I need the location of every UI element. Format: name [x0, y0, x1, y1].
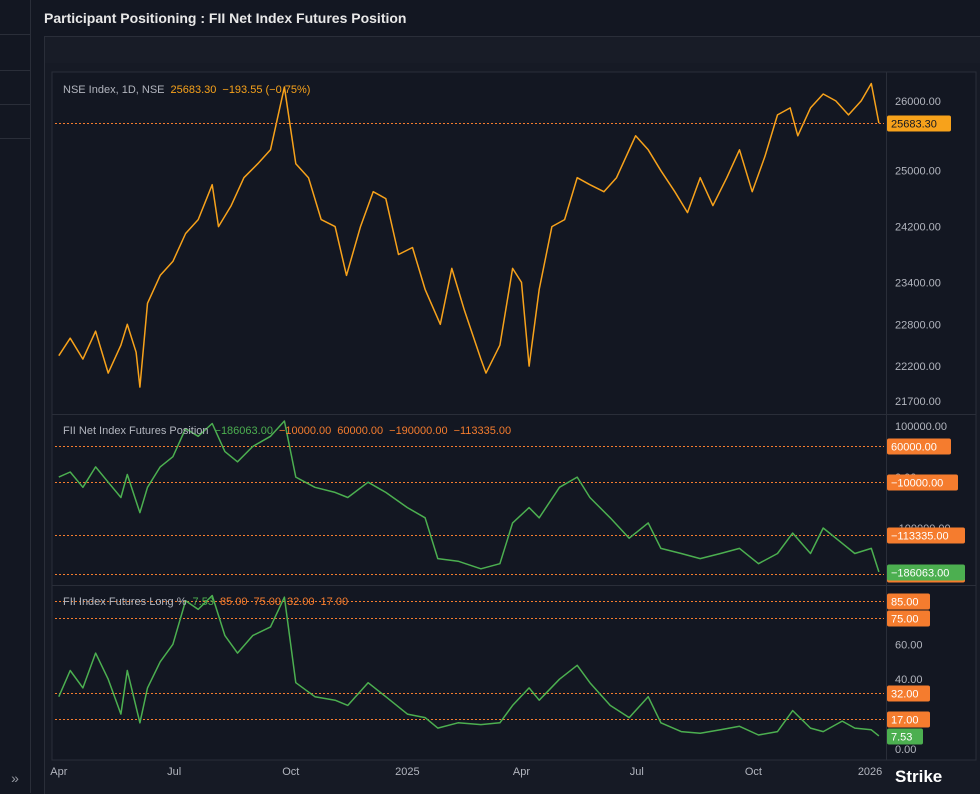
y-tick-label: 100000.00	[895, 421, 947, 433]
legend-value: −10000.00	[279, 425, 331, 437]
reference-badge-label: 17.00	[891, 715, 919, 727]
sidebar-divider	[0, 138, 30, 139]
x-tick-label: Oct	[282, 766, 299, 778]
page-title: Participant Positioning : FII Net Index …	[44, 10, 407, 26]
strike-logo: Strike	[895, 767, 942, 786]
y-tick-label: 24200.00	[895, 222, 941, 234]
fii-long-percent-pane[interactable]: 60.0040.000.0085.0075.0032.0017.007.53FI…	[55, 593, 930, 757]
x-tick-label: Jul	[630, 766, 644, 778]
left-sidebar: »	[0, 0, 31, 793]
legend-series-name: FII Net Index Futures Position	[63, 425, 209, 437]
reference-badge	[887, 527, 965, 544]
reference-badge-label: 60000.00	[891, 442, 937, 454]
legend: NSE Index, 1D, NSE 25683.30 −193.55 (−0.75…	[63, 84, 310, 96]
legend-value: −113335.00	[454, 425, 512, 437]
reference-badge	[887, 610, 930, 627]
y-tick-label: 21700.00	[895, 396, 941, 408]
last-value-badge	[887, 728, 923, 745]
y-tick-label: 26000.00	[895, 96, 941, 108]
y-tick-label: 23400.00	[895, 277, 941, 289]
series-line	[58, 82, 880, 388]
reference-badge	[887, 711, 930, 728]
legend-value: 7.53	[193, 596, 214, 608]
x-axis: Apr Jul Oct 2025 Apr Jul Oct 2026	[50, 766, 882, 778]
reference-badge-label: 85.00	[891, 597, 919, 609]
reference-badge	[887, 685, 930, 702]
chart-toolbar-strip	[45, 37, 980, 63]
x-tick-label: Apr	[50, 766, 67, 778]
y-tick-label: 25000.00	[895, 166, 941, 178]
legend-value: −190000.00	[389, 425, 447, 437]
y-tick-label: 0.00	[895, 744, 916, 756]
chart-frame	[51, 71, 977, 761]
legend-value: 17.00	[321, 596, 349, 608]
sidebar-divider	[0, 70, 30, 71]
legend-series-name: NSE Index, 1D, NSE	[63, 84, 165, 96]
expand-sidebar-button[interactable]: »	[0, 763, 30, 793]
reference-badge	[887, 438, 951, 455]
reference-badge-label: 32.00	[891, 689, 919, 701]
legend-value: 60000.00	[337, 425, 383, 437]
x-tick-label: Jul	[167, 766, 181, 778]
plot-background	[51, 71, 977, 761]
x-tick-label: 2026	[858, 766, 882, 778]
reference-badge	[887, 593, 930, 610]
series-line	[58, 420, 880, 573]
sidebar-divider	[0, 104, 30, 105]
last-value-badge	[887, 564, 965, 581]
reference-badge-label: −10000.00	[891, 478, 943, 490]
y-tick-label: 22800.00	[895, 319, 941, 331]
sidebar-divider	[0, 34, 30, 35]
nse-index-pane[interactable]: 26000.00 25000.00 24200.00 23400.00 22800.00…	[55, 82, 951, 409]
y-tick-label: 22200.00	[895, 361, 941, 373]
legend-value: 25683.30	[171, 84, 217, 96]
legend-value: 75.00	[253, 596, 281, 608]
last-value-label: −186063.00	[891, 568, 949, 580]
reference-badge	[887, 474, 958, 491]
x-tick-label: Oct	[745, 766, 762, 778]
legend-value: 32.00	[287, 596, 315, 608]
x-tick-label: 2025	[395, 766, 419, 778]
legend: FII Index Futures Long % 7.53 85.00 75.00 32…	[63, 596, 348, 608]
last-value-badge	[887, 115, 951, 132]
x-tick-label: Apr	[513, 766, 530, 778]
strike-logo-text: Strike	[895, 767, 942, 786]
double-chevron-right-icon: »	[11, 770, 19, 786]
legend: FII Net Index Futures Position −186063.00…	[63, 425, 511, 437]
reference-badge-label: 75.00	[891, 614, 919, 626]
last-value-label: 25683.30	[891, 119, 937, 131]
legend-value: 85.00	[220, 596, 248, 608]
legend-value: −186063.00	[215, 425, 273, 437]
y-tick-label: 60.00	[895, 639, 923, 651]
y-tick-label: 40.00	[895, 674, 923, 686]
last-value-label: 7.53	[891, 732, 912, 744]
fii-net-position-pane[interactable]: 100000.000.00-100000.0060000.00−10000.00…	[55, 420, 965, 583]
legend-series-name: FII Index Futures Long %	[63, 596, 187, 608]
legend-change: −193.55 (−0.75%)	[222, 84, 310, 96]
series-line	[58, 594, 880, 737]
reference-badge-label: −113335.00	[891, 531, 949, 543]
